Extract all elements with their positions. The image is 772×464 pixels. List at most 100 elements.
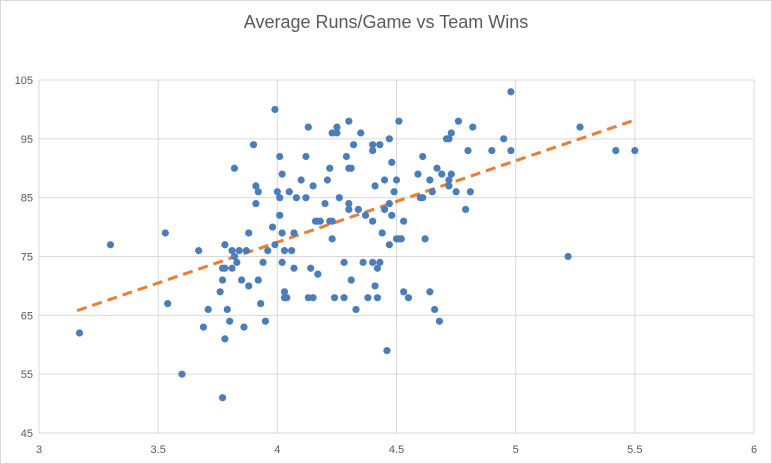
data-point: [75, 329, 84, 337]
data-point: [268, 223, 277, 231]
x-tick-label: 4: [274, 444, 280, 456]
data-point: [178, 370, 186, 378]
data-point: [345, 205, 353, 214]
data-point: [369, 258, 377, 266]
data-point: [369, 147, 377, 155]
data-point: [245, 282, 253, 290]
data-point: [304, 123, 312, 131]
x-tick-label: 5.5: [627, 444, 642, 456]
x-tick-label: 3.5: [151, 444, 166, 456]
data-point: [245, 229, 253, 237]
data-point: [352, 305, 360, 314]
data-point: [390, 188, 398, 196]
data-point: [106, 241, 115, 249]
y-tick-label: 85: [21, 193, 33, 205]
x-tick-label: 6: [751, 444, 757, 456]
x-tick-label: 3: [36, 444, 42, 456]
data-point: [385, 241, 393, 249]
data-point: [385, 199, 393, 208]
data-point: [233, 258, 241, 266]
data-point: [254, 188, 262, 196]
data-point: [414, 170, 422, 178]
data-point: [347, 164, 355, 172]
data-point: [333, 123, 341, 131]
data-point: [488, 147, 496, 155]
data-point: [447, 129, 455, 137]
data-point: [314, 270, 322, 278]
data-point: [371, 282, 379, 290]
data-point: [252, 182, 260, 190]
data-point: [404, 294, 413, 302]
data-point: [218, 276, 227, 284]
data-point: [302, 194, 310, 202]
data-point: [221, 241, 229, 249]
data-point: [576, 123, 584, 131]
data-point: [276, 211, 284, 219]
data-point: [357, 129, 365, 137]
data-point: [297, 176, 305, 184]
data-point: [330, 294, 339, 302]
data-point: [369, 141, 377, 149]
data-point: [340, 258, 348, 266]
data-point: [240, 323, 248, 331]
data-point: [392, 176, 401, 184]
data-point: [376, 141, 384, 149]
data-point: [228, 247, 236, 255]
data-point: [445, 135, 453, 143]
data-point: [276, 152, 284, 161]
data-point: [328, 217, 336, 225]
data-point: [161, 229, 169, 237]
data-point: [307, 264, 315, 272]
data-point: [195, 247, 203, 255]
data-point: [302, 152, 310, 161]
data-point: [280, 288, 289, 296]
chart-title: Average Runs/Game vs Team Wins: [243, 12, 529, 32]
data-point: [316, 217, 324, 225]
data-point: [164, 299, 172, 308]
data-point: [252, 199, 260, 208]
data-point: [237, 276, 246, 284]
data-point: [469, 123, 477, 131]
data-point: [462, 205, 470, 214]
data-point: [380, 176, 389, 184]
data-point: [321, 199, 329, 208]
data-point: [342, 152, 351, 161]
data-point: [507, 147, 515, 155]
data-point: [223, 305, 231, 314]
data-point: [466, 188, 474, 196]
data-point: [340, 294, 348, 302]
data-point: [347, 276, 355, 284]
data-point: [221, 264, 229, 272]
data-point: [364, 294, 372, 302]
data-point: [218, 394, 227, 402]
y-tick-label: 105: [15, 75, 33, 87]
data-point: [345, 117, 353, 125]
data-point: [397, 235, 405, 243]
data-point: [452, 188, 460, 196]
data-point: [612, 147, 620, 155]
data-point: [264, 247, 272, 255]
data-point: [230, 164, 239, 172]
data-point: [280, 247, 289, 255]
data-point: [373, 294, 382, 302]
data-point: [400, 288, 408, 296]
data-point: [271, 105, 279, 114]
data-point: [204, 305, 212, 314]
data-point: [395, 117, 403, 125]
data-point: [419, 152, 427, 161]
data-point: [369, 217, 377, 225]
data-point: [271, 241, 279, 249]
data-point: [221, 335, 229, 343]
data-point: [388, 211, 396, 219]
data-point: [378, 229, 386, 237]
data-point: [278, 258, 286, 266]
data-point: [426, 176, 434, 184]
data-point: [507, 88, 515, 96]
data-point: [419, 194, 427, 202]
data-point: [345, 199, 353, 208]
data-point: [283, 294, 291, 302]
data-point: [354, 205, 362, 214]
data-point: [464, 147, 472, 155]
